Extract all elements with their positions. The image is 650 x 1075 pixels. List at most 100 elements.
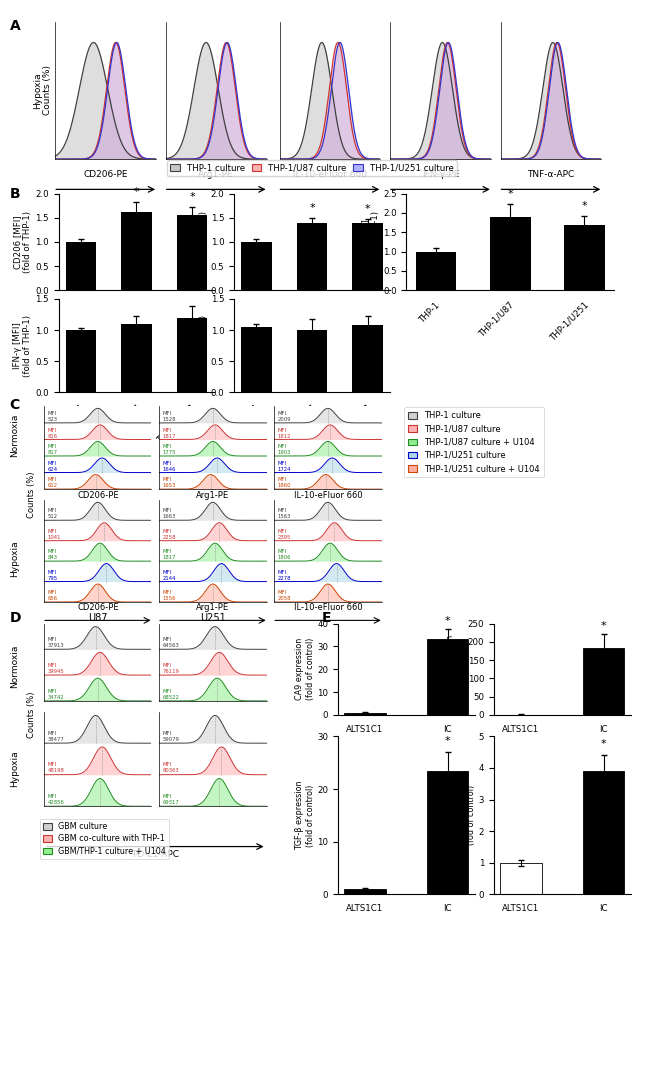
X-axis label: Arg1-PE: Arg1-PE (198, 170, 234, 180)
Text: *: * (508, 189, 513, 199)
Legend: THP-1 culture, THP-1/U87 culture, THP-1/U87 culture + U104, THP-1/U251 culture, : THP-1 culture, THP-1/U87 culture, THP-1/… (404, 407, 543, 477)
Text: PD-L1-APC: PD-L1-APC (132, 849, 179, 859)
Bar (121, 212, 152, 290)
Text: MFI
1563: MFI 1563 (278, 508, 291, 519)
Text: MFI
817: MFI 817 (47, 444, 58, 455)
Bar (344, 889, 385, 894)
Text: D: D (10, 611, 21, 625)
Text: *: * (582, 201, 587, 211)
Bar (241, 242, 272, 290)
Text: Hypoxia: Hypoxia (10, 750, 19, 787)
Bar (416, 252, 456, 290)
Text: MFI
1653: MFI 1653 (162, 477, 176, 488)
Text: MFI
68522: MFI 68522 (162, 689, 179, 700)
Bar (352, 224, 383, 290)
Text: MFI
34742: MFI 34742 (47, 689, 64, 700)
Text: MFI
816: MFI 816 (47, 428, 58, 439)
Legend: THP-1 culture, THP-1/U87 culture, THP-1/U251 culture: THP-1 culture, THP-1/U87 culture, THP-1/… (167, 160, 457, 176)
Title: U87: U87 (88, 613, 108, 622)
Text: MFI
1903: MFI 1903 (278, 444, 291, 455)
Text: MFI
612: MFI 612 (47, 477, 58, 488)
Bar (352, 325, 383, 392)
Y-axis label: IFN-γ [MFI]
(fold of THP-1): IFN-γ [MFI] (fold of THP-1) (13, 315, 32, 376)
Y-axis label: Hypoxia
Counts (%): Hypoxia Counts (%) (33, 66, 53, 115)
Text: MFI
1806: MFI 1806 (278, 549, 291, 560)
Text: MFI
1041: MFI 1041 (47, 529, 61, 540)
Bar (490, 217, 530, 290)
Text: Normoxia: Normoxia (10, 414, 19, 457)
Text: B: B (10, 187, 20, 201)
Text: MFI
2058: MFI 2058 (278, 590, 291, 601)
Y-axis label: TNF-α [MFI]
(fold of THP-1): TNF-α [MFI] (fold of THP-1) (188, 315, 208, 376)
Text: MFI
1817: MFI 1817 (162, 549, 176, 560)
Text: *: * (445, 736, 450, 746)
Y-axis label: Arg1 [MFI]
(fold of THP-1): Arg1 [MFI] (fold of THP-1) (188, 211, 208, 273)
Bar (66, 242, 96, 290)
X-axis label: IL-10-eFluor 660: IL-10-eFluor 660 (294, 603, 362, 613)
Text: MFI
76119: MFI 76119 (162, 663, 179, 674)
Text: *: * (134, 187, 139, 198)
Text: MFI
1775: MFI 1775 (162, 444, 176, 455)
X-axis label: IFN-γ-PE: IFN-γ-PE (422, 170, 459, 180)
Y-axis label: PD-L1 expression
(fold of control): PD-L1 expression (fold of control) (446, 634, 465, 704)
Text: MFI
59079: MFI 59079 (162, 731, 179, 742)
Bar (500, 863, 541, 894)
Bar (344, 713, 385, 715)
Text: *: * (601, 620, 606, 631)
Text: MFI
2278: MFI 2278 (278, 570, 291, 580)
X-axis label: Arg1-PE: Arg1-PE (196, 603, 229, 613)
Text: MFI
1860: MFI 1860 (278, 477, 291, 488)
Bar (427, 771, 468, 894)
Text: E: E (322, 611, 332, 625)
Bar (177, 215, 207, 290)
Text: MFI
48198: MFI 48198 (47, 762, 64, 773)
Text: *: * (601, 739, 606, 749)
Text: MFI
624: MFI 624 (47, 461, 58, 472)
Bar (427, 640, 468, 715)
Text: A: A (10, 19, 21, 33)
Bar (177, 317, 207, 392)
Text: MFI
2009: MFI 2009 (278, 412, 291, 422)
Y-axis label: CD206 [MFI]
(fold of THP-1): CD206 [MFI] (fold of THP-1) (13, 211, 32, 273)
Text: MFI
1724: MFI 1724 (278, 461, 291, 472)
Text: MFI
1528: MFI 1528 (162, 412, 176, 422)
X-axis label: CD206-PE: CD206-PE (77, 603, 119, 613)
Title: U251: U251 (200, 613, 226, 622)
Text: MFI
42856: MFI 42856 (47, 793, 64, 805)
Text: Hypoxia: Hypoxia (10, 541, 19, 577)
Text: MFI
69317: MFI 69317 (162, 793, 179, 805)
Text: C: C (10, 398, 20, 412)
Text: MFI
1646: MFI 1646 (162, 461, 176, 472)
Text: MFI
512: MFI 512 (47, 508, 58, 519)
Bar (296, 224, 328, 290)
Text: MFI
1663: MFI 1663 (162, 508, 176, 519)
Text: *: * (189, 191, 195, 202)
Y-axis label: IL-10 [MFI]
(fold of THP-1): IL-10 [MFI] (fold of THP-1) (361, 211, 380, 273)
X-axis label: TNF-α-APC: TNF-α-APC (527, 170, 575, 180)
Text: Counts (%): Counts (%) (27, 471, 36, 518)
X-axis label: IL-10-eFluor 660: IL-10-eFluor 660 (293, 170, 367, 180)
Y-axis label: CA9 expression
(fold of control): CA9 expression (fold of control) (295, 637, 315, 701)
Bar (583, 771, 624, 894)
Text: MFI
795: MFI 795 (47, 570, 58, 580)
Bar (241, 327, 272, 392)
Text: *: * (365, 204, 370, 214)
Y-axis label: TGF-β expression
(fold of control): TGF-β expression (fold of control) (295, 780, 315, 850)
Y-axis label: CSF-1 expression
(fod of control): CSF-1 expression (fod of control) (456, 780, 476, 850)
X-axis label: CD206-PE: CD206-PE (77, 490, 119, 500)
Text: MFI
656: MFI 656 (47, 590, 58, 601)
Text: MFI
2258: MFI 2258 (162, 529, 176, 540)
Text: Counts (%): Counts (%) (27, 691, 36, 739)
Text: MFI
1817: MFI 1817 (162, 428, 176, 439)
X-axis label: Arg1-PE: Arg1-PE (196, 490, 229, 500)
Text: Normoxia: Normoxia (10, 645, 19, 688)
X-axis label: IL-10-eFluor 660: IL-10-eFluor 660 (294, 490, 362, 500)
Text: *: * (445, 616, 450, 626)
Text: MFI
2144: MFI 2144 (162, 570, 176, 580)
Text: MFI
1812: MFI 1812 (278, 428, 291, 439)
Text: MFI
80363: MFI 80363 (162, 762, 179, 773)
Text: *: * (309, 203, 315, 213)
Legend: GBM culture, GBM co-culture with THP-1, GBM/THP-1 culture + U104: GBM culture, GBM co-culture with THP-1, … (40, 819, 169, 859)
Bar (564, 226, 605, 290)
Bar (296, 330, 328, 392)
